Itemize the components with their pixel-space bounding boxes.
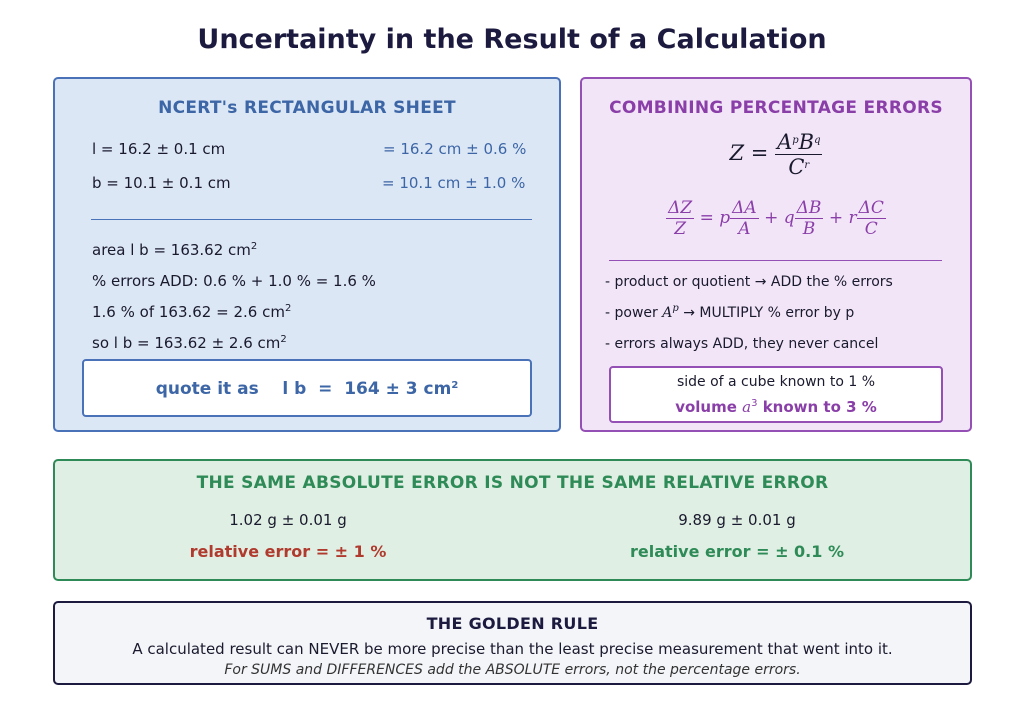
quote-text: quote it as l b = 164 ± 3 cm2 bbox=[155, 379, 459, 399]
so-line: so l b = 163.62 ± 2.6 cm2 bbox=[92, 334, 287, 352]
errors-add-line: % errors ADD: 0.6 % + 1.0 % = 1.6 % bbox=[92, 272, 376, 290]
length-percent: = 16.2 cm ± 0.6 % bbox=[383, 140, 527, 158]
sheet-heading: NCERT's RECTANGULAR SHEET bbox=[158, 98, 456, 118]
quote-box: quote it as l b = 164 ± 3 cm2 bbox=[82, 359, 532, 417]
length-measurement: l = 16.2 ± 0.1 cm bbox=[92, 140, 226, 158]
golden-rule-heading: THE GOLDEN RULE bbox=[426, 614, 599, 633]
golden-rule-line: A calculated result can NEVER be more pr… bbox=[132, 640, 893, 658]
area-line: area l b = 163.62 cm2 bbox=[92, 241, 258, 259]
left-relative-error: relative error = ± 1 % bbox=[189, 542, 387, 561]
combining-heading: COMBINING PERCENTAGE ERRORS bbox=[609, 98, 943, 118]
rule-always-add: - errors always ADD, they never cancel bbox=[605, 336, 879, 352]
sheet-divider bbox=[91, 219, 532, 220]
golden-rule-sums-note: For SUMS and DIFFERENCES add the ABSOLUT… bbox=[224, 662, 801, 678]
right-relative-error: relative error = ± 0.1 % bbox=[630, 542, 844, 561]
relative-error-heading: THE SAME ABSOLUTE ERROR IS NOT THE SAME … bbox=[196, 473, 829, 493]
breadth-percent: = 10.1 cm ± 1.0 % bbox=[382, 174, 526, 192]
cube-example-box: side of a cube known to 1 % volume a3 kn… bbox=[609, 366, 943, 423]
rule-product-quotient: - product or quotient → ADD the % errors bbox=[605, 274, 893, 290]
right-measurement: 9.89 g ± 0.01 g bbox=[678, 511, 796, 529]
golden-rule-panel bbox=[53, 601, 972, 685]
percent-of-line: 1.6 % of 163.62 = 2.6 cm2 bbox=[92, 303, 292, 321]
z-formula: Z = ApBq Cr bbox=[729, 130, 823, 179]
rule-power: - power Ap → MULTIPLY % error by p bbox=[605, 303, 855, 322]
cube-side-line: side of a cube known to 1 % bbox=[676, 374, 876, 390]
page-title: Uncertainty in the Result of a Calculati… bbox=[197, 24, 827, 55]
delta-formula: ΔZ Z = p ΔA A + q ΔB B + r ΔC C bbox=[666, 198, 886, 239]
breadth-measurement: b = 10.1 ± 0.1 cm bbox=[92, 174, 231, 192]
combining-divider bbox=[609, 260, 942, 261]
relative-error-panel bbox=[53, 459, 972, 581]
cube-volume-line: volume a3 known to 3 % bbox=[675, 398, 877, 416]
left-measurement: 1.02 g ± 0.01 g bbox=[229, 511, 347, 529]
